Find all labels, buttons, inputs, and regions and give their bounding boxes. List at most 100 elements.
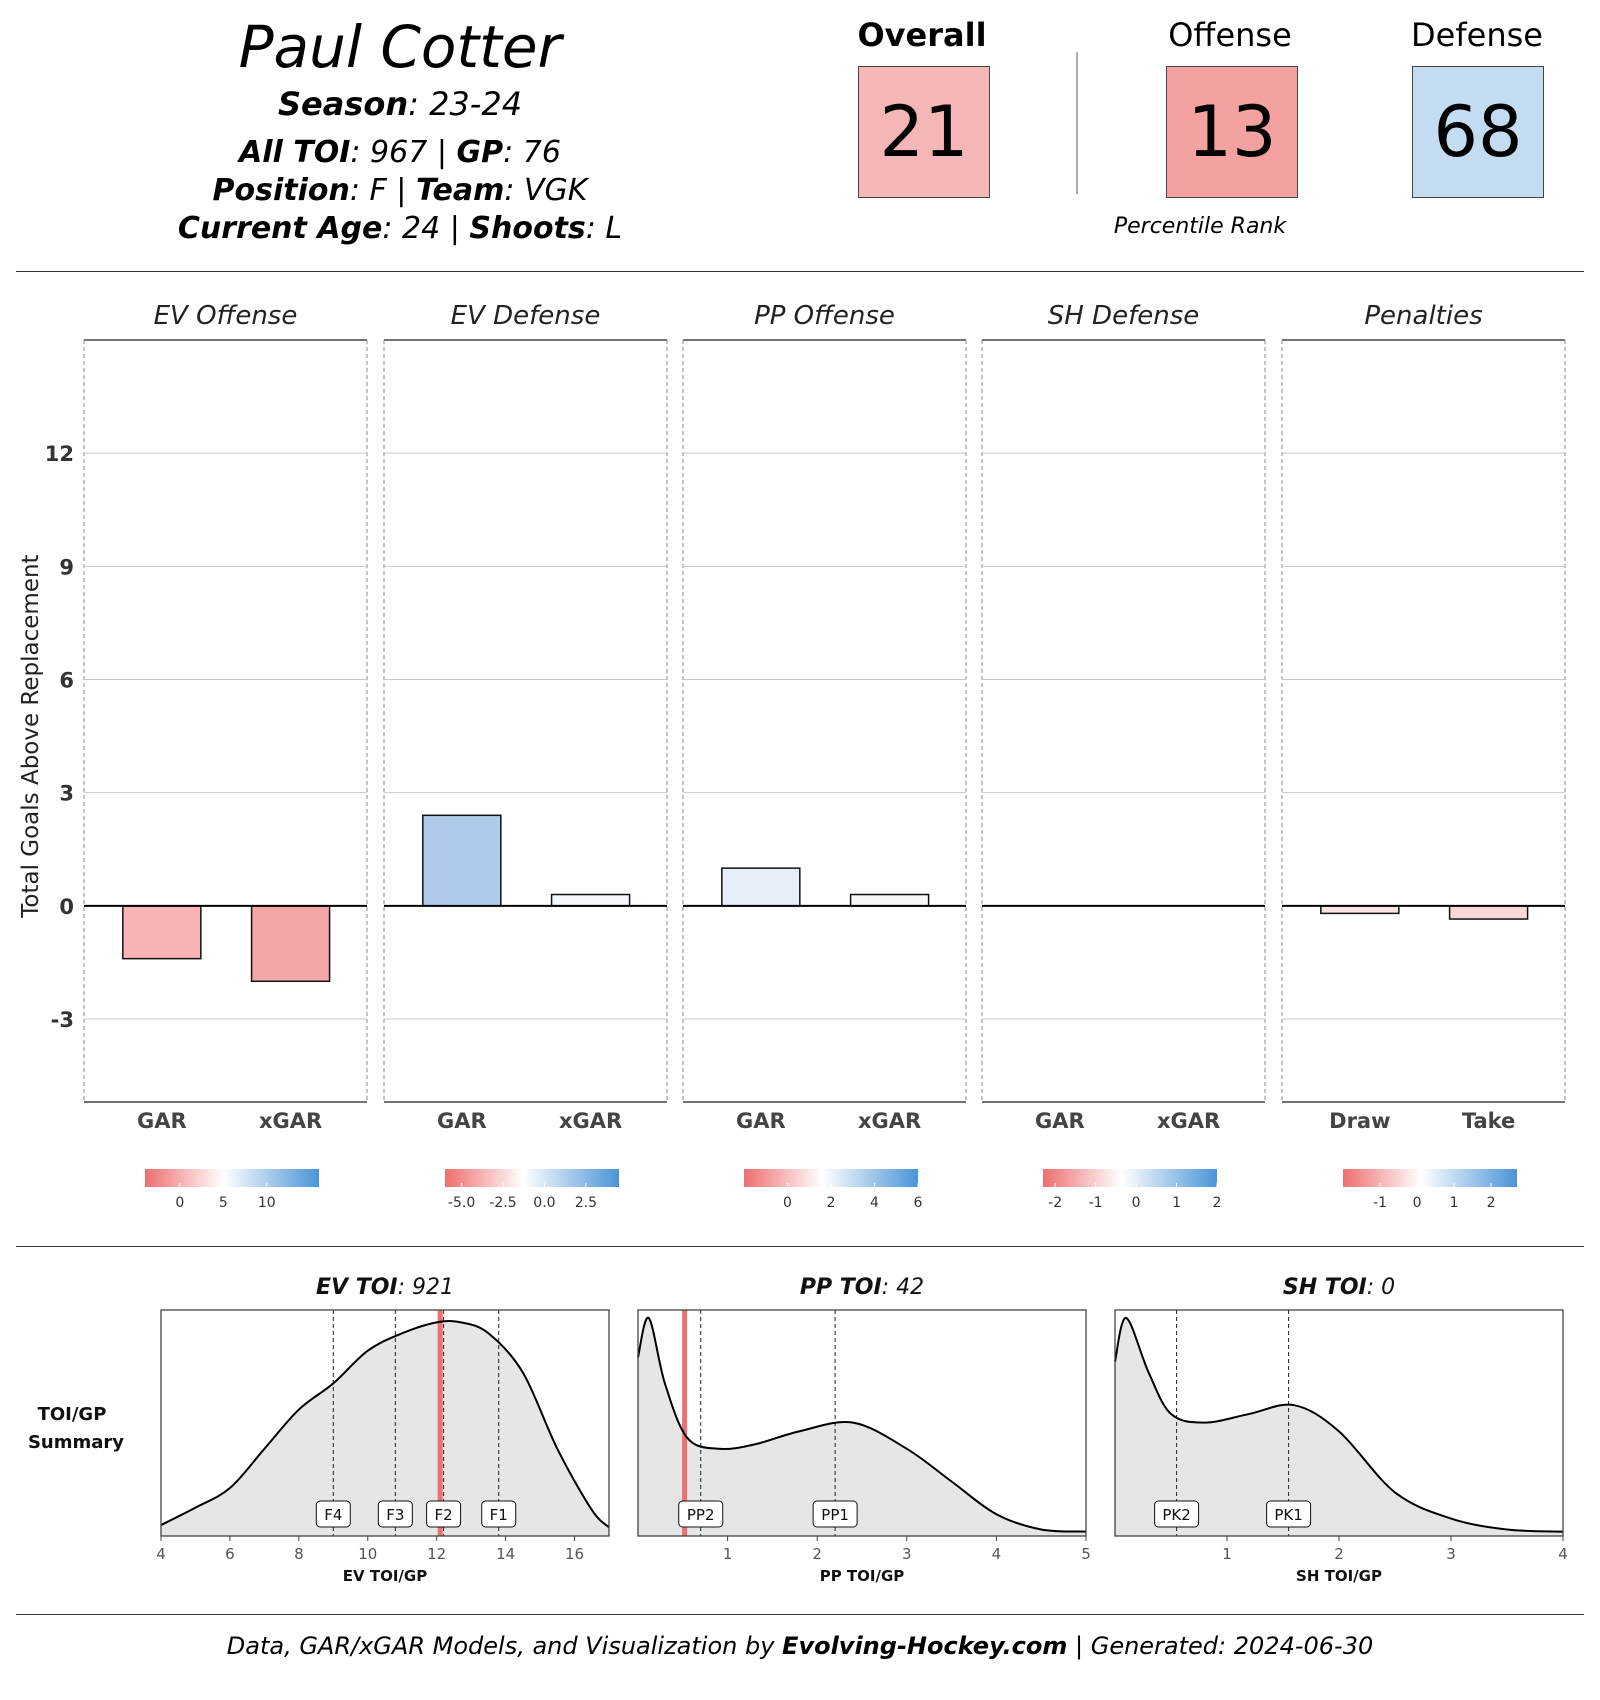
middle-rule	[16, 1246, 1584, 1247]
y-axis-title: Total Goals Above Replacement	[18, 554, 44, 918]
x-tick-label: GAR	[437, 1109, 487, 1133]
toi-label: All TOI	[239, 135, 351, 170]
y-tick-label: 0	[59, 895, 74, 919]
gar-panel: EV Defense GAR xGAR -5.0 -2.5 0.0 2.5	[383, 301, 668, 1211]
gar-panel: SH Defense GAR xGAR -2 -1 0 1 2	[981, 301, 1266, 1211]
line-label: PK2	[1162, 1506, 1190, 1524]
shoots-label: Shoots	[469, 211, 586, 246]
x-tick-label: GAR	[1035, 1109, 1085, 1133]
x-tick-label: 4	[1558, 1545, 1568, 1563]
toi-title-value: : 0	[1367, 1275, 1395, 1300]
x-axis-title: SH TOI/GP	[1296, 1567, 1382, 1585]
scale-tick-label: 0	[1132, 1195, 1141, 1211]
x-tick-label: Draw	[1329, 1109, 1390, 1133]
density-line	[637, 1316, 1087, 1533]
position-value: : F |	[349, 173, 416, 208]
bar	[422, 814, 502, 907]
x-tick-label: 14	[496, 1545, 515, 1563]
color-scale-bar	[145, 1169, 319, 1187]
scale-tick-label: 5	[219, 1195, 228, 1211]
offense-rank-box: 13	[1166, 66, 1298, 198]
x-tick-label: 4	[992, 1545, 1002, 1563]
y-tick-label: 6	[59, 669, 74, 693]
x-tick-label: xGAR	[259, 1109, 322, 1133]
x-tick-label: 5	[1081, 1545, 1091, 1563]
footer-prefix: Data, GAR/xGAR Models, and Visualization…	[226, 1632, 783, 1660]
line-label-box	[481, 1500, 517, 1528]
x-tick-label: 2	[1334, 1545, 1344, 1563]
position-line: Position: F | Team: VGK	[150, 171, 650, 211]
scale-tick-label: 2	[1213, 1195, 1222, 1211]
y-tick-label: 12	[45, 442, 74, 466]
density-area	[638, 1317, 1086, 1536]
overall-label: Overall	[857, 16, 987, 54]
x-tick-label: 1	[1222, 1545, 1232, 1563]
line-label-box	[1154, 1500, 1200, 1528]
line-label-box	[1266, 1500, 1312, 1528]
y-tick-label: 3	[59, 782, 74, 806]
season-label: Season	[277, 85, 409, 123]
bar	[122, 905, 202, 960]
x-tick-label: GAR	[137, 1109, 187, 1133]
line-label-box	[377, 1500, 413, 1528]
gar-panel: EV Offense GAR xGAR 0 5 10	[83, 301, 368, 1211]
line-label-box	[678, 1500, 724, 1528]
x-tick-label: Take	[1462, 1109, 1515, 1133]
offense-rank-value: 13	[1187, 91, 1277, 173]
bar	[721, 867, 801, 907]
line-label-box	[315, 1500, 351, 1528]
line-label-box	[812, 1500, 858, 1528]
toi-value: : 967 |	[350, 135, 457, 170]
scale-tick-label: -1	[1089, 1195, 1103, 1211]
x-tick-label: 3	[902, 1545, 912, 1563]
density-area	[161, 1320, 609, 1536]
line-label-box	[426, 1500, 462, 1528]
x-tick-label: 6	[225, 1545, 235, 1563]
x-tick-label: 10	[358, 1545, 377, 1563]
color-scale-bar	[445, 1169, 619, 1187]
x-tick-label: 1	[723, 1545, 733, 1563]
x-tick-label: 2	[812, 1545, 822, 1563]
y-tick-label: -3	[51, 1008, 74, 1032]
footer: Data, GAR/xGAR Models, and Visualization…	[0, 1632, 1600, 1660]
scale-tick-label: 0	[1413, 1195, 1422, 1211]
line-label: F3	[386, 1506, 404, 1524]
team-label: Team	[415, 173, 505, 208]
scale-tick-label: -1	[1373, 1195, 1387, 1211]
x-tick-label: GAR	[736, 1109, 786, 1133]
color-scale-bar	[744, 1169, 918, 1187]
density-area	[1115, 1317, 1563, 1536]
bar	[550, 893, 631, 907]
header-rule	[16, 271, 1584, 272]
percentile-caption: Percentile Rank	[1113, 214, 1287, 239]
x-tick-label: 16	[565, 1545, 584, 1563]
defense-rank-value: 68	[1433, 91, 1523, 173]
age-label: Current Age	[177, 211, 383, 246]
age-value: : 24 |	[382, 211, 470, 246]
defense-rank-box: 68	[1412, 66, 1544, 198]
bar	[1448, 905, 1529, 920]
overall-rank-box: 21	[858, 66, 990, 198]
rank-divider	[1076, 52, 1078, 194]
scale-tick-label: -2	[1048, 1195, 1062, 1211]
line-label: PP2	[687, 1506, 715, 1524]
panel-title: EV Defense	[451, 301, 601, 331]
scale-tick-label: 2	[827, 1195, 836, 1211]
density-line	[160, 1319, 610, 1529]
scale-tick-label: 2	[1487, 1195, 1496, 1211]
panel-title: EV Offense	[154, 301, 298, 331]
toi-panel: PP TOI: 42 PP2 PP1 1 2 3 4 5 PP TOI/GP	[637, 1275, 1091, 1585]
season-value: : 23-24	[408, 85, 523, 123]
gar-panel: PP Offense GAR xGAR 0 2 4 6	[682, 301, 967, 1211]
bar	[250, 905, 331, 983]
panel-title: PP Offense	[754, 301, 895, 331]
x-tick-label: xGAR	[1157, 1109, 1220, 1133]
toi-panel-frame	[637, 1309, 1087, 1537]
scale-tick-label: -5.0	[448, 1195, 475, 1211]
defense-label: Defense	[1411, 16, 1543, 54]
density-line	[1114, 1316, 1564, 1533]
offense-label: Offense	[1168, 16, 1292, 54]
age-line: Current Age: 24 | Shoots: L	[150, 209, 650, 249]
x-axis-title: EV TOI/GP	[343, 1567, 427, 1585]
